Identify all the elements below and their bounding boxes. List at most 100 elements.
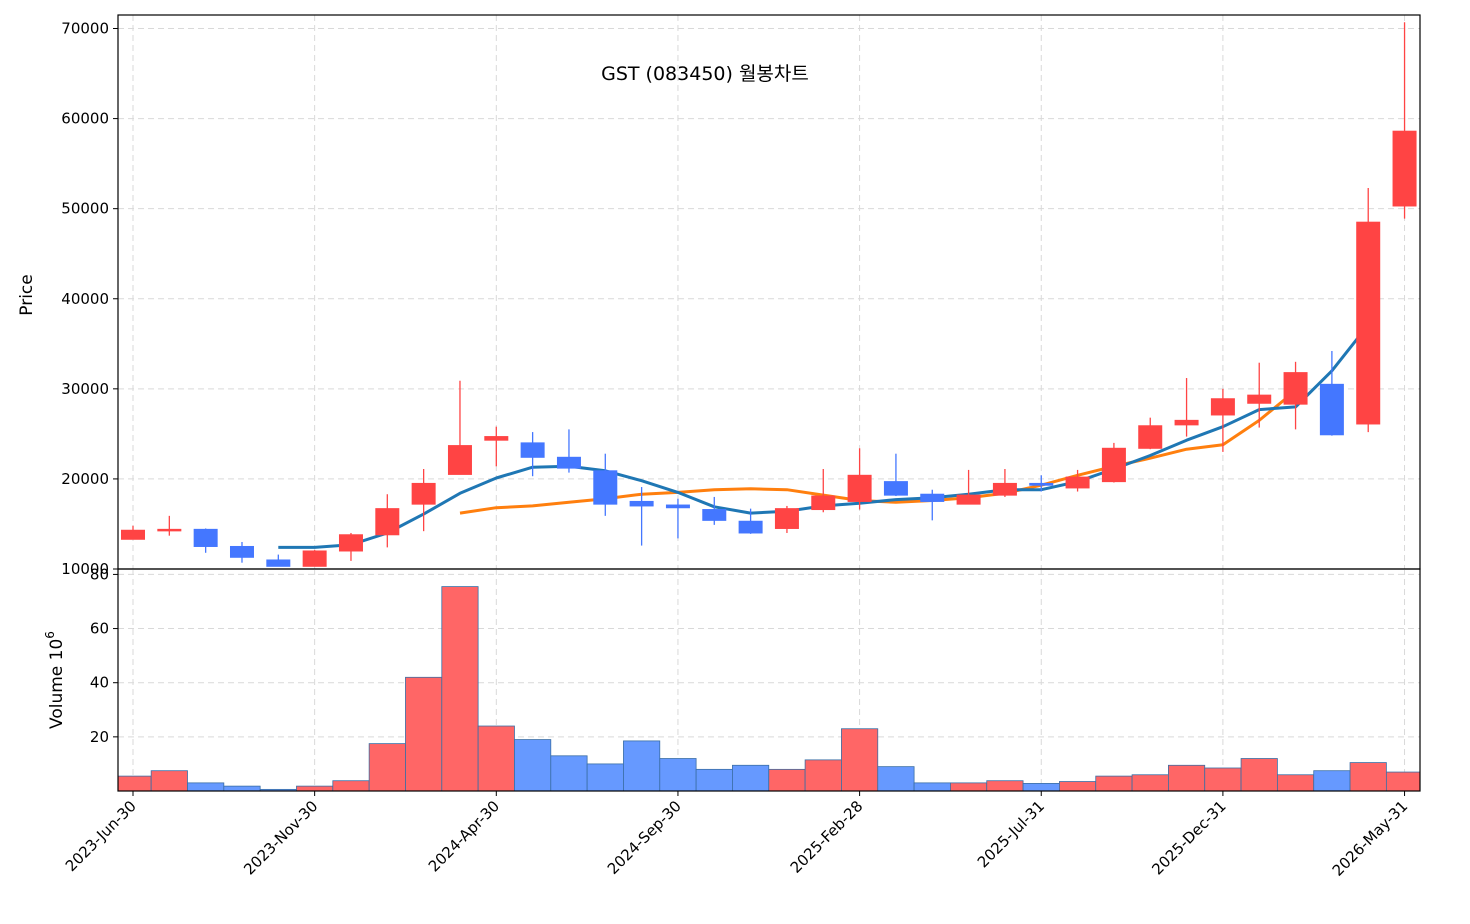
candle-body bbox=[629, 500, 654, 507]
candle-down bbox=[229, 541, 254, 563]
volume-bar-up bbox=[1059, 781, 1097, 792]
candle-body bbox=[338, 534, 363, 552]
candle-up bbox=[411, 469, 436, 532]
volume-bar-up bbox=[441, 586, 479, 792]
candle-down bbox=[883, 453, 908, 497]
candle-down bbox=[1029, 475, 1054, 492]
candle-down bbox=[702, 496, 727, 525]
volume-tick-label: 40 bbox=[90, 674, 109, 692]
candle-body bbox=[1138, 425, 1163, 449]
candle-body bbox=[266, 559, 291, 567]
volume-bar-up bbox=[1240, 758, 1278, 792]
candle-up bbox=[1101, 442, 1126, 483]
volume-bar-up bbox=[405, 676, 443, 792]
volume-bar-up bbox=[477, 725, 515, 792]
volume-bar-up bbox=[150, 770, 188, 792]
candle-down bbox=[193, 528, 218, 553]
price-tick-label: 40000 bbox=[61, 290, 109, 308]
volume-bar-up bbox=[1204, 767, 1242, 792]
candle-body bbox=[1356, 221, 1381, 425]
candle-up bbox=[1283, 361, 1308, 430]
candle-down bbox=[665, 498, 690, 539]
candle-up bbox=[375, 494, 400, 548]
volume-bar-up bbox=[368, 743, 406, 792]
candle-up bbox=[956, 469, 981, 505]
candle-up bbox=[1247, 362, 1272, 428]
candle-body bbox=[774, 508, 799, 529]
candle-up bbox=[302, 550, 327, 567]
volume-bar-up bbox=[804, 759, 842, 792]
candle-body bbox=[193, 528, 218, 547]
candle-body bbox=[1319, 383, 1344, 436]
volume-bar-down bbox=[623, 740, 661, 792]
candle-up bbox=[1392, 22, 1417, 219]
candle-body bbox=[883, 481, 908, 496]
candle-body bbox=[121, 529, 145, 540]
volume-bar-down bbox=[586, 763, 624, 792]
candle-up bbox=[847, 448, 872, 510]
candle-body bbox=[738, 520, 763, 534]
candle-body bbox=[992, 482, 1017, 496]
volume-bar-up bbox=[768, 768, 806, 792]
volume-bar-down bbox=[1313, 770, 1351, 792]
volume-y-ticks: 20 40 60 80 bbox=[90, 565, 118, 746]
candle-down bbox=[556, 429, 581, 473]
candle-body bbox=[1283, 372, 1308, 405]
candle-body bbox=[157, 528, 182, 532]
candle-body bbox=[447, 445, 472, 475]
price-tick-label: 70000 bbox=[61, 20, 109, 38]
volume-axis-label-group: Volume 106 bbox=[43, 631, 67, 729]
chart-title: GST (083450) 월봉차트 bbox=[601, 63, 809, 85]
price-axis-label: Price bbox=[17, 274, 37, 315]
candle-body bbox=[1065, 476, 1090, 489]
candle-down bbox=[738, 508, 763, 534]
candle-up bbox=[447, 380, 472, 475]
volume-bar-up bbox=[1131, 774, 1169, 792]
price-tick-label: 10000 bbox=[61, 560, 109, 578]
candle-body bbox=[520, 442, 545, 458]
svg-text:Volume 106: Volume 106 bbox=[43, 631, 67, 729]
candle-body bbox=[302, 550, 327, 567]
candle-body bbox=[847, 474, 872, 502]
candle-body bbox=[956, 494, 981, 505]
volume-tick-label: 80 bbox=[90, 565, 109, 583]
price-tick-label: 60000 bbox=[61, 110, 109, 128]
candle-body bbox=[702, 509, 727, 521]
candle-body bbox=[1247, 394, 1272, 404]
volume-bar-down bbox=[223, 785, 261, 792]
candle-body bbox=[1392, 130, 1417, 207]
candle-body bbox=[593, 470, 618, 505]
volume-bar-up bbox=[1385, 771, 1421, 792]
volume-bar-down bbox=[514, 739, 552, 792]
candle-up bbox=[1210, 388, 1235, 452]
candle-body bbox=[229, 545, 254, 558]
volume-bar-down bbox=[550, 755, 588, 792]
volume-unit-exponent: 6 bbox=[43, 631, 57, 639]
volume-bar-up bbox=[1095, 775, 1133, 792]
volume-bar-down bbox=[732, 764, 770, 792]
volume-bar-up bbox=[1276, 774, 1315, 792]
volume-bar-down bbox=[913, 782, 951, 792]
candle-up bbox=[121, 525, 145, 540]
volume-bar-down bbox=[877, 766, 915, 792]
volume-bar-up bbox=[950, 782, 988, 792]
candle-body bbox=[920, 493, 945, 502]
candle-up bbox=[1356, 187, 1381, 433]
volume-bar-up bbox=[841, 728, 879, 792]
volume-bar-up bbox=[986, 780, 1024, 792]
candle-up bbox=[774, 505, 799, 533]
volume-bar-up bbox=[1349, 762, 1387, 792]
candle-down bbox=[520, 432, 545, 477]
candle-down bbox=[266, 554, 291, 567]
volume-tick-label: 60 bbox=[90, 620, 109, 638]
candle-down bbox=[593, 453, 618, 516]
candle-up bbox=[1138, 417, 1163, 450]
volume-panel-frame bbox=[117, 568, 1421, 792]
volume-tick-label: 20 bbox=[90, 728, 109, 746]
candle-up bbox=[811, 469, 836, 513]
candle-body bbox=[556, 456, 581, 469]
price-tick-label: 50000 bbox=[61, 200, 109, 218]
candle-body bbox=[1210, 398, 1235, 416]
volume-axis-label: Volume bbox=[47, 666, 67, 729]
